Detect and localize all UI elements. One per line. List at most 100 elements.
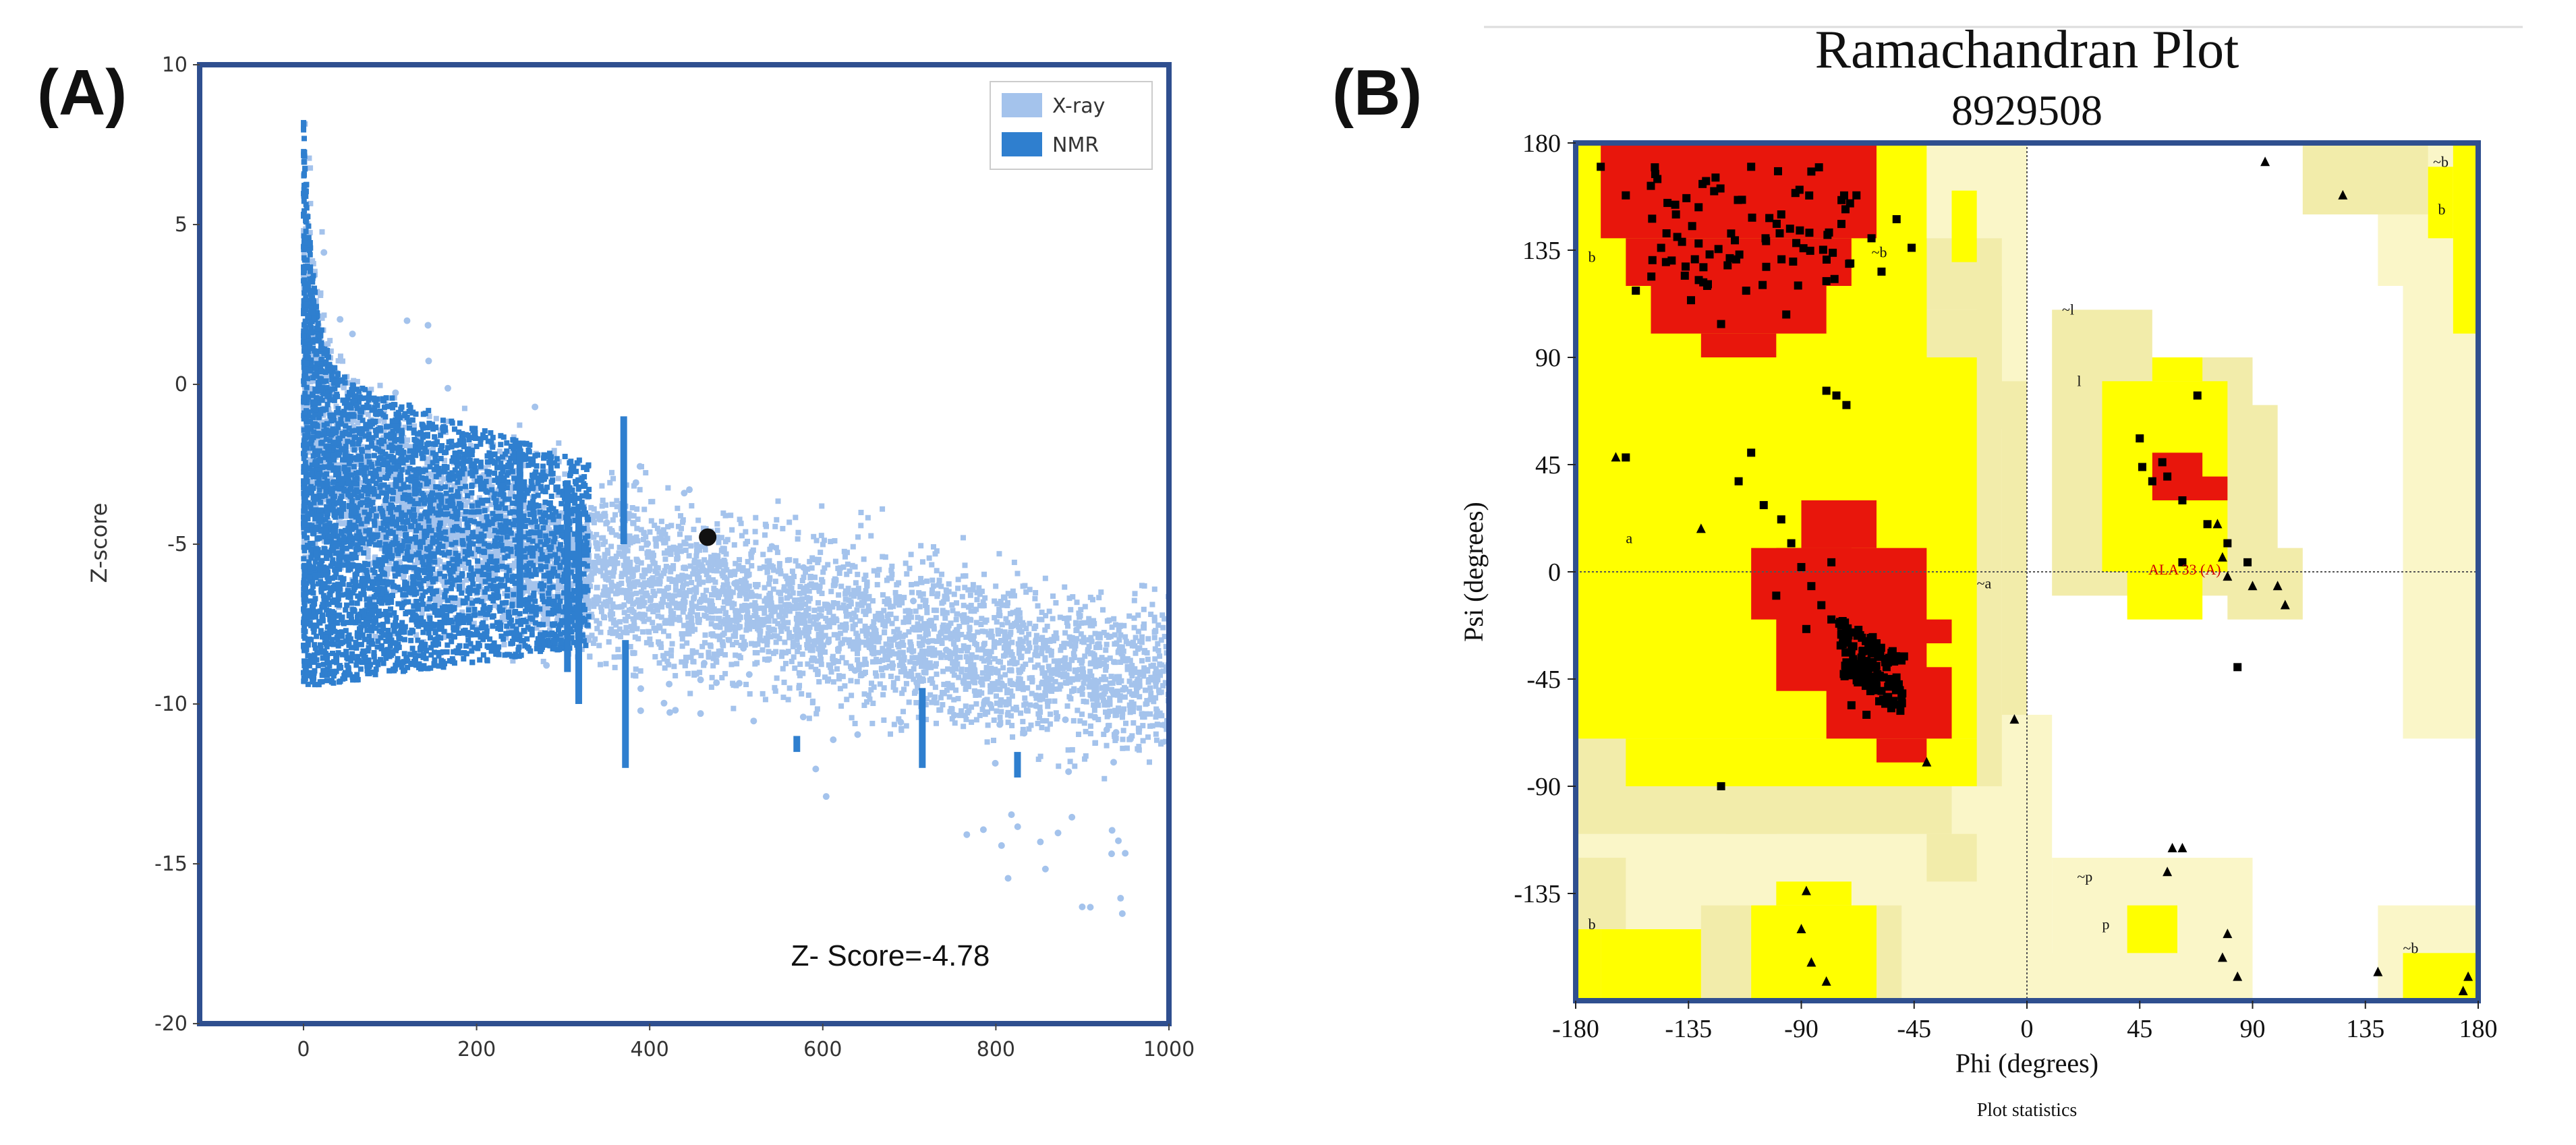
xray-point: [480, 576, 486, 582]
xray-point: [354, 378, 360, 384]
xray-point: [790, 639, 796, 645]
xray-point: [797, 662, 803, 668]
xray-point: [322, 458, 328, 464]
xray-point: [836, 676, 842, 682]
xray-point: [485, 548, 491, 554]
xray-point: [888, 731, 894, 737]
xray-point: [512, 467, 518, 473]
xray-point: [780, 525, 786, 531]
xray-point: [848, 678, 854, 684]
xray-point: [784, 607, 790, 613]
xray-point: [1136, 744, 1142, 750]
xray-point: [555, 475, 561, 481]
xray-point: [664, 535, 670, 541]
xray-point: [1043, 676, 1050, 682]
xray-point: [507, 587, 513, 593]
xray-point: [320, 446, 326, 452]
xray-point: [675, 601, 681, 607]
xray-point: [1151, 699, 1157, 705]
xray-point: [529, 581, 536, 587]
xray-point: [789, 658, 795, 664]
xray-point: [985, 709, 991, 715]
xray-point: [994, 640, 1000, 646]
xray-point: [745, 558, 751, 564]
xray-point: [831, 632, 837, 638]
xray-point: [787, 593, 793, 599]
xray-point: [1101, 775, 1108, 782]
xray-point: [330, 436, 336, 442]
xray-point: [1091, 658, 1097, 664]
xray-point: [1062, 616, 1068, 622]
xray-point: [876, 566, 882, 572]
xray-point: [634, 626, 640, 632]
xray-point: [691, 594, 697, 600]
xray-point: [1042, 670, 1048, 676]
xray-point: [710, 663, 716, 669]
xray-point: [770, 586, 776, 592]
xray-point: [830, 679, 836, 685]
xray-point: [1078, 607, 1084, 613]
xray-point: [728, 569, 734, 575]
xray-point: [683, 548, 689, 554]
xray-point: [1065, 676, 1071, 682]
xray-point: [1037, 709, 1043, 715]
xray-point: [766, 558, 772, 564]
xray-point: [862, 656, 868, 662]
xray-point: [1131, 597, 1137, 604]
xray-point: [961, 643, 967, 649]
xray-point: [615, 647, 621, 653]
xray-point: [896, 602, 903, 608]
xray-point: [996, 612, 1002, 618]
xray-point: [333, 436, 339, 442]
xray-point: [859, 591, 865, 597]
xray-point: [1016, 624, 1022, 630]
xray-point: [429, 472, 435, 478]
xray-point: [892, 589, 898, 595]
xray-point: [818, 533, 824, 539]
xray-point: [341, 520, 347, 526]
xray-point: [804, 642, 810, 648]
xray-point: [974, 589, 980, 595]
xray-point: [546, 564, 552, 570]
xray-point: [805, 566, 811, 572]
xray-point: [883, 665, 889, 671]
xray-point: [1035, 684, 1041, 691]
xray-point: [1116, 637, 1122, 643]
xray-point: [672, 673, 679, 679]
xray-point: [1150, 662, 1156, 668]
xray-point: [963, 634, 969, 640]
xray-point: [501, 612, 507, 618]
xray-point: [465, 499, 471, 505]
xray-point: [708, 592, 714, 598]
xray-point: [1046, 667, 1052, 673]
xray-point: [592, 567, 598, 573]
xray-point: [497, 497, 503, 503]
xray-point: [900, 619, 907, 625]
xray-point: [855, 633, 861, 639]
xray-point: [1011, 593, 1017, 599]
xray-point: [681, 598, 687, 604]
xray-point: [805, 636, 811, 642]
xray-point: [1070, 717, 1077, 724]
xray-point: [1151, 614, 1157, 620]
xray-point: [696, 575, 702, 581]
xray-point: [1000, 665, 1006, 671]
xray-point: [1048, 670, 1054, 676]
xray-point: [963, 686, 969, 693]
xray-point: [1039, 651, 1045, 657]
xray-point: [507, 492, 513, 498]
xray-point: [985, 722, 991, 728]
xray-point: [749, 622, 755, 628]
xray-point: [585, 606, 592, 612]
xray-point: [1061, 641, 1067, 647]
xray-point: [823, 616, 829, 622]
xray-point: [805, 661, 811, 667]
xray-point: [378, 546, 384, 552]
xray-point: [786, 635, 793, 641]
xray-point: [948, 652, 954, 658]
xray-point: [1053, 686, 1059, 692]
xray-point: [1135, 628, 1141, 635]
xray-point: [621, 610, 627, 616]
xray-point: [749, 619, 755, 625]
xray-point: [994, 601, 1000, 607]
